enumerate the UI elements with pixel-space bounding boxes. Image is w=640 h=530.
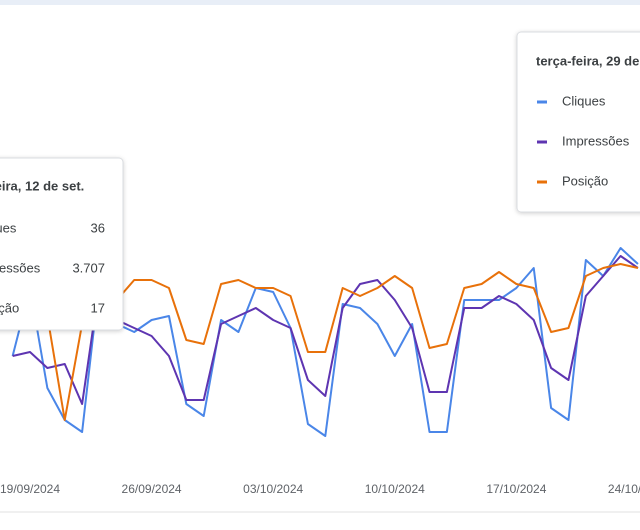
tooltip-box xyxy=(516,31,640,213)
tooltip: quinta-feira, 12 de set. Cliques 36 Impress… xyxy=(0,157,124,331)
tooltip-box xyxy=(0,157,124,331)
tooltip-label: Posição xyxy=(0,300,19,315)
x-tick-label: 26/09/2024 xyxy=(122,482,182,496)
tooltip-label: Impressões xyxy=(562,133,630,148)
tooltip-value: 17 xyxy=(91,300,105,315)
tooltip-title: terça-feira, 29 de out. xyxy=(536,53,640,68)
tooltip-label: Posição xyxy=(562,173,608,188)
tooltips: quinta-feira, 12 de set. Cliques 36 Impress… xyxy=(0,31,640,331)
tooltip-title: quinta-feira, 12 de set. xyxy=(0,178,84,193)
x-tick-label: 03/10/2024 xyxy=(243,482,303,496)
x-axis: 19/09/2024 26/09/2024 03/10/2024 10/10/2024… xyxy=(0,482,640,496)
tooltip-label: Impressões xyxy=(0,260,41,275)
tooltip-value: 3.707 xyxy=(72,260,105,275)
x-tick-label: 17/10/2024 xyxy=(486,482,546,496)
legend-swatch xyxy=(537,100,547,104)
top-bar xyxy=(0,0,640,5)
tooltip: terça-feira, 29 de out. Cliques Impressões… xyxy=(516,31,640,213)
tooltip-value: 36 xyxy=(91,220,105,235)
x-tick-label: 10/10/2024 xyxy=(365,482,425,496)
tooltip-label: Cliques xyxy=(0,220,17,235)
legend-swatch xyxy=(537,140,547,144)
x-tick-label: 24/10/2024 xyxy=(608,482,640,496)
x-tick-label: 19/09/2024 xyxy=(0,482,60,496)
legend-swatch xyxy=(537,180,547,184)
tooltip-label: Cliques xyxy=(562,93,606,108)
